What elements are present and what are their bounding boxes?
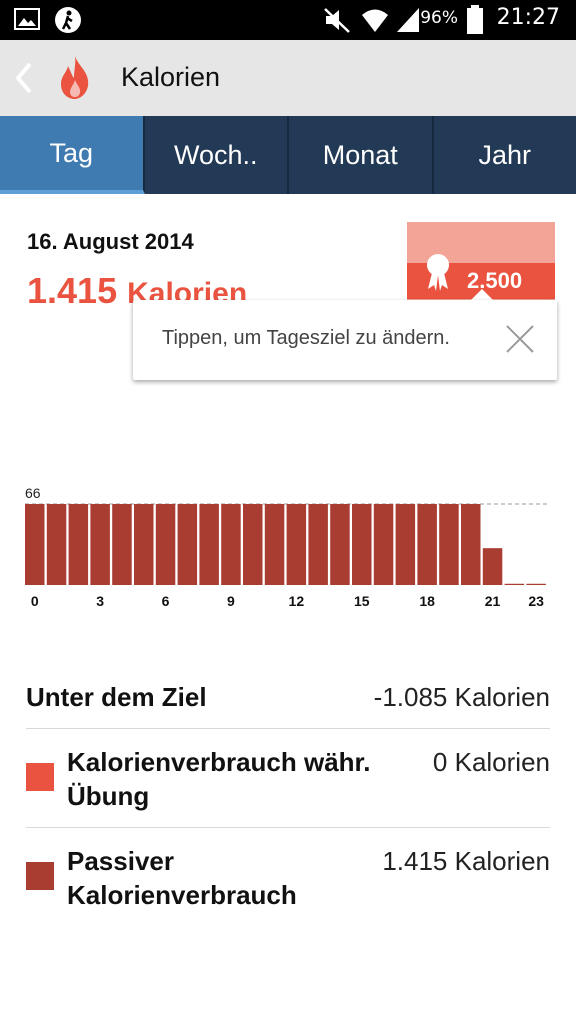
stat-label-passive: Passiver Kalorienverbrauch bbox=[67, 844, 297, 912]
hourly-calorie-chart: 66 0 3 6 9 12 15 18 21 23 bbox=[25, 485, 549, 609]
chart-tick-label: 23 bbox=[528, 593, 544, 609]
chart-bar bbox=[177, 504, 198, 585]
gallery-icon bbox=[14, 8, 40, 30]
chart-bar bbox=[25, 504, 45, 585]
chart-max-label: 66 bbox=[25, 485, 41, 501]
chart-bar bbox=[504, 583, 525, 585]
chart-bar bbox=[264, 504, 285, 585]
divider bbox=[26, 827, 550, 828]
chart-bar bbox=[461, 504, 481, 585]
tab-day[interactable]: Tag bbox=[0, 116, 145, 194]
chart-bar bbox=[526, 583, 546, 585]
chart-bar bbox=[112, 504, 132, 585]
chart-tick-label: 9 bbox=[227, 593, 235, 609]
divider bbox=[26, 728, 550, 729]
chart-bar bbox=[243, 504, 263, 585]
chart-bar bbox=[417, 504, 437, 585]
back-icon[interactable] bbox=[12, 60, 36, 96]
chart-tick-label: 18 bbox=[419, 593, 435, 609]
clock: 21:27 bbox=[496, 5, 560, 30]
chart-bar bbox=[352, 504, 372, 585]
tab-year[interactable]: Jahr bbox=[433, 116, 576, 194]
mute-icon bbox=[324, 8, 350, 33]
chart-bar bbox=[155, 504, 176, 585]
stat-value-exercise: 0 Kalorien bbox=[432, 747, 550, 777]
tooltip-arrow bbox=[470, 289, 494, 301]
chart-tick-label: 12 bbox=[289, 593, 305, 609]
chart-bar bbox=[482, 548, 503, 585]
chart-bar bbox=[373, 504, 394, 585]
total-calories-value: 1.415 bbox=[27, 270, 118, 311]
chart-bar bbox=[395, 504, 416, 585]
signal-icon bbox=[397, 8, 419, 32]
stat-row-passive: Passiver Kalorienverbrauch 1.415 Kalorie… bbox=[26, 844, 550, 914]
chart-bar bbox=[90, 504, 110, 585]
passive-color-swatch bbox=[26, 862, 54, 890]
chart-tick-label: 3 bbox=[96, 593, 104, 609]
goal-tooltip[interactable]: Tippen, um Tagesziel zu ändern. bbox=[133, 300, 557, 380]
tooltip-text: Tippen, um Tagesziel zu ändern. bbox=[162, 327, 450, 349]
chart-tick-label: 21 bbox=[485, 593, 501, 609]
stat-row-exercise: Kalorienverbrauch währ. Übung 0 Kalorien bbox=[26, 745, 550, 815]
chart-bar bbox=[439, 504, 459, 585]
stat-value-below-goal: -1.085 Kalorien bbox=[373, 682, 550, 712]
period-tabs: Tag Woch.. Monat Jahr bbox=[0, 116, 576, 194]
exercise-color-swatch bbox=[26, 763, 54, 791]
tab-week[interactable]: Woch.. bbox=[144, 116, 289, 194]
walker-icon bbox=[55, 7, 81, 33]
goal-band: 2.500 bbox=[407, 254, 555, 299]
close-icon[interactable] bbox=[505, 324, 535, 354]
app-bar: Kalorien bbox=[0, 40, 576, 116]
chart-bar bbox=[221, 504, 241, 585]
stat-label-below-goal: Unter dem Ziel bbox=[26, 682, 207, 712]
chart-bar bbox=[134, 504, 154, 585]
status-bar: 96% 21:27 bbox=[0, 0, 576, 40]
award-ribbon-icon bbox=[427, 254, 449, 291]
chart-bar bbox=[199, 504, 219, 585]
stat-label-exercise-line1: Kalorienverbrauch währ. bbox=[67, 747, 371, 777]
date-label: 16. August 2014 bbox=[27, 229, 194, 254]
chart-tick-label: 6 bbox=[162, 593, 170, 609]
stat-label-exercise-line2: Übung bbox=[67, 781, 150, 811]
stat-label-passive-line2: Kalorienverbrauch bbox=[67, 880, 297, 910]
flame-icon bbox=[61, 56, 89, 99]
stat-label-passive-line1: Passiver bbox=[67, 846, 174, 876]
goal-value: 2.500 bbox=[467, 268, 523, 293]
chart-bar bbox=[286, 504, 307, 585]
chart-bar bbox=[68, 504, 89, 585]
chart-bar bbox=[330, 504, 350, 585]
stat-value-passive: 1.415 Kalorien bbox=[382, 846, 550, 876]
chart-tick-label: 0 bbox=[31, 593, 39, 609]
battery-percent: 96% bbox=[420, 8, 458, 28]
wifi-icon bbox=[362, 9, 388, 32]
page-title: Kalorien bbox=[121, 62, 221, 92]
chart-bar bbox=[46, 504, 67, 585]
stat-label-exercise: Kalorienverbrauch währ. Übung bbox=[67, 745, 370, 813]
chart-tick-label: 15 bbox=[354, 593, 370, 609]
stat-row-below-goal: Unter dem Ziel -1.085 Kalorien bbox=[26, 680, 550, 720]
chart-bar bbox=[308, 504, 328, 585]
battery-icon bbox=[467, 5, 483, 34]
tab-month[interactable]: Monat bbox=[289, 116, 434, 194]
